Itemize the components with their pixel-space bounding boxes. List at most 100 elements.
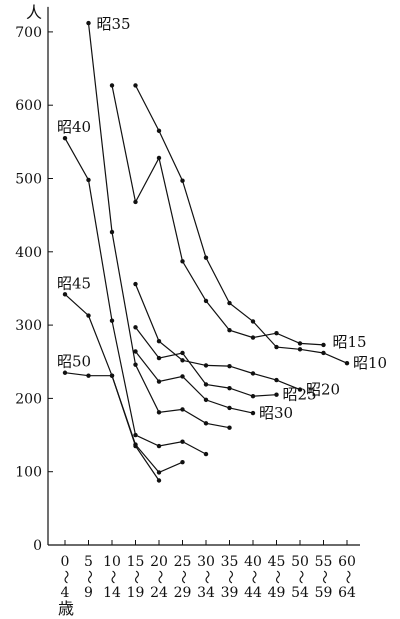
series-line <box>134 85 348 364</box>
x-tick-label-end: 4 <box>61 585 70 601</box>
x-axis-unit-label: 歳 <box>58 599 74 618</box>
data-point <box>203 451 209 457</box>
data-point <box>180 259 185 264</box>
x-tick-tilde: 〜 <box>245 570 261 584</box>
data-point <box>62 370 68 375</box>
data-point <box>180 358 185 363</box>
series-line <box>111 85 324 346</box>
data-point <box>86 373 91 378</box>
x-tick-tilde: 〜 <box>222 570 238 584</box>
x-tick-label-start: 35 <box>221 554 239 570</box>
data-point <box>250 410 256 416</box>
data-point <box>156 128 162 134</box>
data-point <box>321 350 326 356</box>
series-昭10 <box>133 83 350 366</box>
data-point <box>180 459 185 465</box>
data-point <box>109 83 115 88</box>
y-tick-label: 100 <box>15 465 42 481</box>
data-point <box>133 432 138 438</box>
data-point <box>133 281 138 287</box>
x-tick-label-start: 45 <box>268 554 286 570</box>
series-昭40 <box>62 135 209 457</box>
data-point <box>250 335 256 340</box>
data-point <box>109 229 115 235</box>
x-tick-label-end: 49 <box>268 585 286 601</box>
data-point <box>156 339 162 344</box>
y-tick-label: 500 <box>15 172 42 188</box>
x-tick-label-start: 55 <box>315 554 333 570</box>
data-point <box>203 382 209 387</box>
data-point <box>133 362 138 367</box>
series-line <box>64 372 160 481</box>
data-point <box>180 178 185 183</box>
data-point <box>250 394 256 399</box>
x-tick-tilde: 〜 <box>104 570 120 584</box>
series-label: 昭45 <box>57 274 91 292</box>
x-tick-label-start: 25 <box>174 554 192 570</box>
series-label: 昭35 <box>97 15 131 33</box>
y-tick-label: 600 <box>15 98 42 114</box>
data-point <box>156 155 162 161</box>
data-point <box>227 328 232 333</box>
data-point <box>274 392 279 397</box>
data-point <box>321 342 326 348</box>
y-tick-label: 300 <box>15 318 42 334</box>
data-point <box>344 361 350 366</box>
x-tick-label-end: 19 <box>127 585 145 601</box>
x-tick-label-end: 34 <box>197 585 215 601</box>
data-point <box>133 443 138 449</box>
data-point <box>227 405 232 411</box>
data-point <box>156 410 162 415</box>
x-tick-tilde: 〜 <box>339 570 355 584</box>
data-point <box>86 177 91 183</box>
series-label: 昭40 <box>57 118 91 136</box>
y-tick-label: 400 <box>15 245 42 261</box>
x-tick-label-start: 40 <box>244 554 262 570</box>
x-tick-tilde: 〜 <box>175 570 191 584</box>
data-point <box>274 377 279 383</box>
data-point <box>203 397 209 403</box>
x-tick-tilde: 〜 <box>269 570 285 584</box>
x-tick-label-start: 50 <box>291 554 309 570</box>
data-point <box>133 349 138 354</box>
data-point <box>227 385 232 391</box>
data-point <box>156 443 162 449</box>
data-point <box>203 421 209 426</box>
x-tick-tilde: 〜 <box>128 570 144 584</box>
series-昭15 <box>109 83 326 348</box>
data-point <box>250 371 256 376</box>
data-point <box>250 319 256 324</box>
data-point <box>109 318 115 323</box>
data-point <box>297 347 303 352</box>
x-tick-label-end: 64 <box>338 585 356 601</box>
data-point <box>133 199 138 205</box>
x-tick-label-end: 54 <box>291 585 309 601</box>
x-tick-tilde: 〜 <box>81 570 97 584</box>
x-tick-label-end: 14 <box>103 585 121 601</box>
data-point <box>86 313 91 318</box>
x-tick-tilde: 〜 <box>198 570 214 584</box>
series-line <box>87 23 230 429</box>
data-point <box>156 478 162 483</box>
data-point <box>86 20 91 26</box>
data-point <box>227 363 232 369</box>
series-label: 昭50 <box>57 353 91 371</box>
x-tick-label-start: 0 <box>61 554 70 570</box>
x-tick-label-start: 5 <box>84 554 93 570</box>
series-昭25 <box>133 325 279 399</box>
data-point <box>156 379 162 384</box>
data-point <box>227 300 232 306</box>
series-label: 昭30 <box>259 404 293 422</box>
series-label: 昭25 <box>283 386 317 404</box>
x-tick-tilde: 〜 <box>151 570 167 584</box>
x-tick-label-end: 39 <box>221 585 239 601</box>
data-point <box>203 255 209 260</box>
data-point <box>133 83 138 88</box>
data-point <box>133 325 138 330</box>
series-昭45 <box>62 292 185 475</box>
x-tick-label-end: 59 <box>315 585 333 601</box>
data-point <box>180 439 185 444</box>
series-line <box>64 137 207 455</box>
